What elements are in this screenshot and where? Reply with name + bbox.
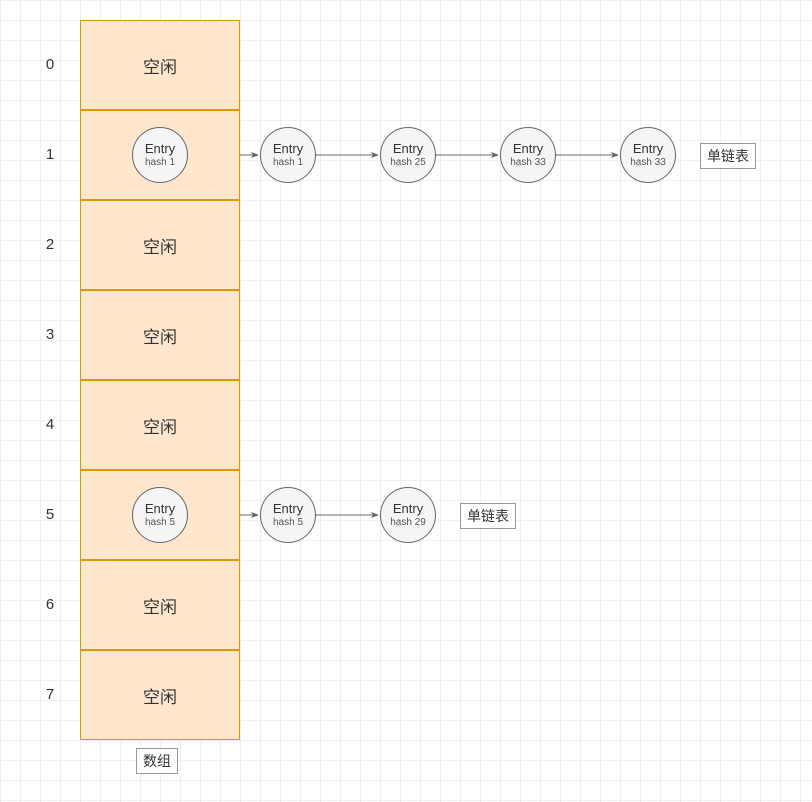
array-index-label: 2 [40, 236, 60, 253]
entry-title: Entry [145, 502, 175, 516]
array-index-label: 5 [40, 506, 60, 523]
array-cell-empty: 空闲 [80, 200, 240, 290]
entry-node: Entryhash 1 [260, 127, 316, 183]
empty-label: 空闲 [143, 593, 177, 618]
array-index-label: 3 [40, 326, 60, 343]
entry-title: Entry [145, 142, 175, 156]
array-cell-empty: 空闲 [80, 290, 240, 380]
array-cell-empty: 空闲 [80, 380, 240, 470]
entry-hash: hash 33 [510, 157, 546, 168]
empty-label: 空闲 [143, 233, 177, 258]
empty-label: 空闲 [143, 323, 177, 348]
entry-node: Entryhash 25 [380, 127, 436, 183]
empty-label: 空闲 [143, 413, 177, 438]
entry-hash: hash 29 [390, 517, 426, 528]
entry-hash: hash 1 [273, 157, 303, 168]
entry-hash: hash 25 [390, 157, 426, 168]
array-cell-empty: 空闲 [80, 20, 240, 110]
array-index-label: 1 [40, 146, 60, 163]
chain-label: 单链表 [700, 143, 756, 169]
entry-node: Entryhash 29 [380, 487, 436, 543]
entry-title: Entry [513, 142, 543, 156]
entry-title: Entry [393, 502, 423, 516]
entry-title: Entry [273, 502, 303, 516]
array-footer-label: 数组 [136, 748, 178, 774]
entry-hash: hash 5 [145, 517, 175, 528]
entry-hash: hash 5 [273, 517, 303, 528]
entry-title: Entry [273, 142, 303, 156]
entry-title: Entry [393, 142, 423, 156]
chain-label: 单链表 [460, 503, 516, 529]
entry-title: Entry [633, 142, 663, 156]
diagram-canvas: 0空闲1Entryhash 12空闲3空闲4空闲5Entryhash 56空闲7… [0, 0, 812, 802]
array-index-label: 7 [40, 686, 60, 703]
entry-hash: hash 33 [630, 157, 666, 168]
entry-node: Entryhash 5 [260, 487, 316, 543]
array-cell-empty: 空闲 [80, 650, 240, 740]
entry-node: Entryhash 5 [132, 487, 188, 543]
entry-node: Entryhash 33 [500, 127, 556, 183]
array-index-label: 4 [40, 416, 60, 433]
array-index-label: 6 [40, 596, 60, 613]
array-cell-empty: 空闲 [80, 560, 240, 650]
entry-hash: hash 1 [145, 157, 175, 168]
empty-label: 空闲 [143, 53, 177, 78]
array-index-label: 0 [40, 56, 60, 73]
empty-label: 空闲 [143, 683, 177, 708]
entry-node: Entryhash 33 [620, 127, 676, 183]
entry-node: Entryhash 1 [132, 127, 188, 183]
